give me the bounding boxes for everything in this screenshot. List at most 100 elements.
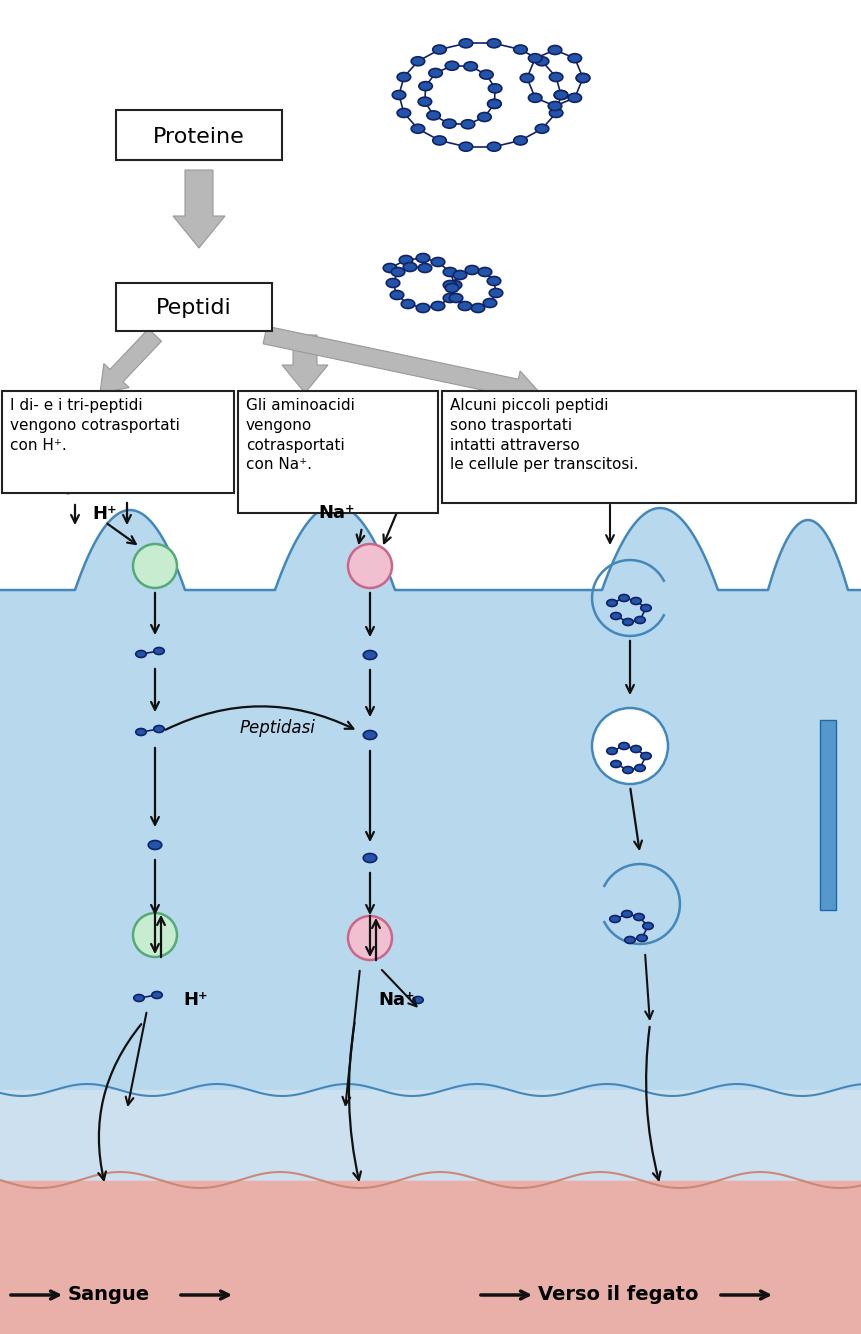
Ellipse shape xyxy=(445,284,459,292)
FancyBboxPatch shape xyxy=(238,391,438,514)
Ellipse shape xyxy=(641,604,651,611)
Ellipse shape xyxy=(63,487,73,494)
Text: Proteine: Proteine xyxy=(153,127,245,147)
Ellipse shape xyxy=(576,73,590,83)
Text: Sangue: Sangue xyxy=(68,1286,150,1305)
Ellipse shape xyxy=(536,124,548,133)
Text: Na⁺: Na⁺ xyxy=(378,991,415,1009)
Text: H⁺: H⁺ xyxy=(183,991,208,1009)
Ellipse shape xyxy=(623,619,633,626)
Circle shape xyxy=(348,916,392,960)
Ellipse shape xyxy=(623,767,633,774)
Ellipse shape xyxy=(554,91,567,100)
Ellipse shape xyxy=(459,39,473,48)
Text: Gli aminoacidi
vengono
cotrasportati
con Na⁺.: Gli aminoacidi vengono cotrasportati con… xyxy=(246,398,355,472)
Ellipse shape xyxy=(443,280,456,289)
Ellipse shape xyxy=(416,253,430,263)
Ellipse shape xyxy=(461,120,474,129)
Ellipse shape xyxy=(622,911,632,918)
Ellipse shape xyxy=(478,112,492,121)
Ellipse shape xyxy=(401,300,415,308)
Ellipse shape xyxy=(137,484,147,491)
Ellipse shape xyxy=(576,73,590,83)
Ellipse shape xyxy=(520,73,534,83)
Ellipse shape xyxy=(154,647,164,655)
Ellipse shape xyxy=(464,61,477,71)
Ellipse shape xyxy=(514,45,527,55)
Ellipse shape xyxy=(77,484,88,491)
Ellipse shape xyxy=(418,97,431,107)
FancyArrow shape xyxy=(100,328,162,394)
FancyArrow shape xyxy=(263,327,540,406)
Bar xyxy=(0,1181,861,1334)
Text: Verso il fegato: Verso il fegato xyxy=(538,1286,698,1305)
FancyArrow shape xyxy=(173,169,225,248)
Ellipse shape xyxy=(610,760,622,767)
FancyBboxPatch shape xyxy=(2,391,234,494)
Ellipse shape xyxy=(554,91,567,100)
Text: Alcuni piccoli peptidi
sono trasportati
intatti attraverso
le cellule per transc: Alcuni piccoli peptidi sono trasportati … xyxy=(450,398,639,472)
Ellipse shape xyxy=(443,268,456,276)
Ellipse shape xyxy=(387,279,400,288)
Ellipse shape xyxy=(433,136,446,145)
Ellipse shape xyxy=(449,280,461,289)
Ellipse shape xyxy=(536,57,548,65)
Ellipse shape xyxy=(390,291,404,300)
Ellipse shape xyxy=(429,68,443,77)
Ellipse shape xyxy=(548,45,561,55)
Ellipse shape xyxy=(363,854,377,863)
Circle shape xyxy=(592,708,668,784)
Text: Peptidi: Peptidi xyxy=(156,297,232,317)
Ellipse shape xyxy=(641,752,651,759)
Ellipse shape xyxy=(397,72,411,81)
Ellipse shape xyxy=(478,268,492,276)
Ellipse shape xyxy=(443,293,456,303)
Ellipse shape xyxy=(459,143,473,151)
Ellipse shape xyxy=(625,936,635,943)
Ellipse shape xyxy=(412,124,424,133)
Ellipse shape xyxy=(487,99,501,108)
Ellipse shape xyxy=(363,731,377,739)
Ellipse shape xyxy=(631,598,641,604)
Ellipse shape xyxy=(400,256,412,264)
Ellipse shape xyxy=(634,914,644,920)
Ellipse shape xyxy=(411,495,421,502)
Ellipse shape xyxy=(445,61,459,71)
Ellipse shape xyxy=(394,488,406,495)
Ellipse shape xyxy=(449,293,462,303)
Ellipse shape xyxy=(483,299,497,308)
Ellipse shape xyxy=(631,746,641,752)
Ellipse shape xyxy=(148,840,162,850)
Ellipse shape xyxy=(568,93,581,103)
Ellipse shape xyxy=(548,101,561,111)
Ellipse shape xyxy=(133,995,145,1002)
Ellipse shape xyxy=(412,57,424,65)
Ellipse shape xyxy=(607,599,617,607)
Text: Na⁺: Na⁺ xyxy=(319,504,355,522)
Text: Peptidasi: Peptidasi xyxy=(240,719,316,736)
Ellipse shape xyxy=(529,93,542,103)
Ellipse shape xyxy=(383,264,397,272)
Ellipse shape xyxy=(136,728,146,735)
Ellipse shape xyxy=(619,595,629,602)
Ellipse shape xyxy=(107,484,117,491)
Ellipse shape xyxy=(412,996,424,1003)
Ellipse shape xyxy=(488,84,502,93)
Ellipse shape xyxy=(549,108,563,117)
Bar xyxy=(820,720,836,910)
Ellipse shape xyxy=(363,651,377,659)
Ellipse shape xyxy=(487,143,501,151)
Ellipse shape xyxy=(487,99,501,108)
Polygon shape xyxy=(0,506,861,1090)
Ellipse shape xyxy=(443,119,456,128)
Ellipse shape xyxy=(431,301,445,311)
Ellipse shape xyxy=(152,991,162,999)
Ellipse shape xyxy=(453,271,467,280)
Circle shape xyxy=(348,544,392,588)
Ellipse shape xyxy=(403,263,417,272)
Ellipse shape xyxy=(487,39,501,48)
Ellipse shape xyxy=(514,136,527,145)
Ellipse shape xyxy=(529,53,542,63)
Ellipse shape xyxy=(418,264,431,272)
FancyArrow shape xyxy=(282,335,328,394)
